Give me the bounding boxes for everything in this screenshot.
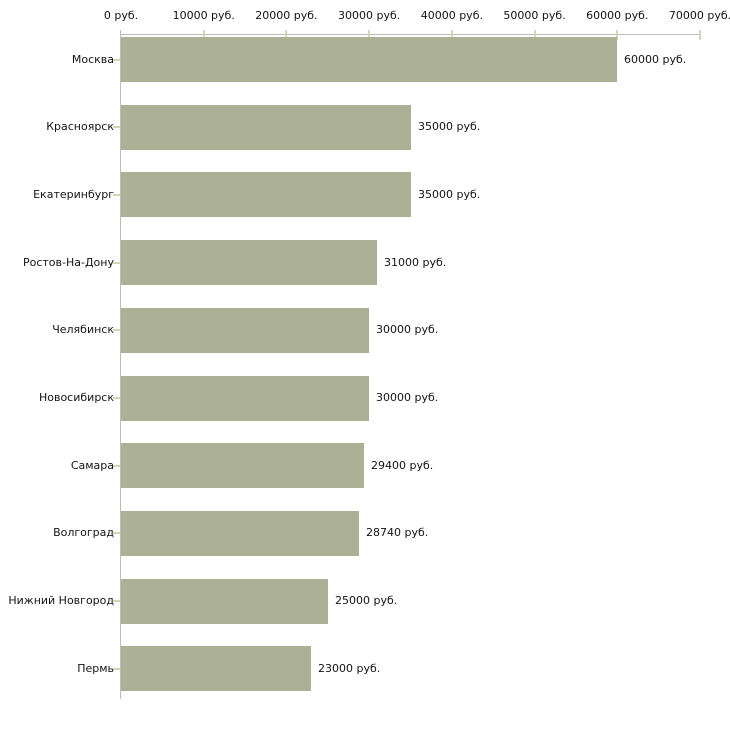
category-tick: [113, 59, 120, 61]
bar: [121, 37, 617, 82]
category-label: Волгоград: [53, 526, 114, 539]
x-axis-tick-label: 30000 руб.: [338, 9, 401, 22]
x-axis-tick-label: 10000 руб.: [172, 9, 235, 22]
bar: [121, 172, 411, 217]
category-tick: [113, 262, 120, 264]
x-axis-tick: [533, 30, 536, 40]
category-tick: [113, 600, 120, 602]
x-axis-tick-label: 50000 руб.: [503, 9, 566, 22]
bar: [121, 443, 364, 488]
value-label: 35000 руб.: [418, 120, 481, 133]
category-label: Красноярск: [46, 120, 114, 133]
value-label: 30000 руб.: [376, 391, 439, 404]
category-tick: [113, 194, 120, 196]
x-axis-tick: [699, 30, 701, 40]
bar: [121, 240, 377, 285]
y-axis-line: [120, 30, 121, 699]
category-label: Челябинск: [52, 323, 114, 336]
category-tick: [113, 532, 120, 534]
value-label: 28740 руб.: [366, 526, 429, 539]
value-label: 23000 руб.: [318, 662, 381, 675]
bar: [121, 105, 411, 150]
x-axis-tick-label: 70000 руб.: [668, 9, 730, 22]
x-axis-tick-label: 60000 руб.: [586, 9, 649, 22]
value-label: 60000 руб.: [624, 53, 687, 66]
x-axis-tick-label: 40000 руб.: [420, 9, 483, 22]
x-axis-tick: [450, 30, 453, 40]
category-label: Москва: [71, 53, 114, 66]
value-label: 25000 руб.: [335, 594, 398, 607]
bar: [121, 646, 311, 691]
value-label: 30000 руб.: [376, 323, 439, 336]
category-label: Самара: [70, 459, 114, 472]
category-label: Новосибирск: [38, 391, 114, 404]
bar: [121, 511, 359, 556]
x-axis-tick: [368, 30, 371, 40]
x-axis-line: [121, 34, 701, 35]
bar: [121, 308, 369, 353]
category-label: Екатеринбург: [33, 188, 114, 201]
category-tick: [113, 329, 120, 331]
category-label: Ростов-На-Дону: [22, 256, 114, 269]
value-label: 29400 руб.: [371, 459, 434, 472]
category-tick: [113, 397, 120, 399]
value-label: 31000 руб.: [384, 256, 447, 269]
category-label: Пермь: [77, 662, 114, 675]
x-axis-tick: [616, 30, 619, 40]
category-tick: [113, 668, 120, 670]
bar: [121, 376, 369, 421]
category-tick: [113, 465, 120, 467]
x-axis-tick-label: 20000 руб.: [255, 9, 318, 22]
bar: [121, 579, 328, 624]
category-label: Нижний Новгород: [8, 594, 114, 607]
x-axis-tick: [202, 30, 205, 40]
x-axis-tick-label: 0 руб.: [103, 9, 139, 22]
category-tick: [113, 126, 120, 128]
x-axis-tick: [285, 30, 288, 40]
value-label: 35000 руб.: [418, 188, 481, 201]
